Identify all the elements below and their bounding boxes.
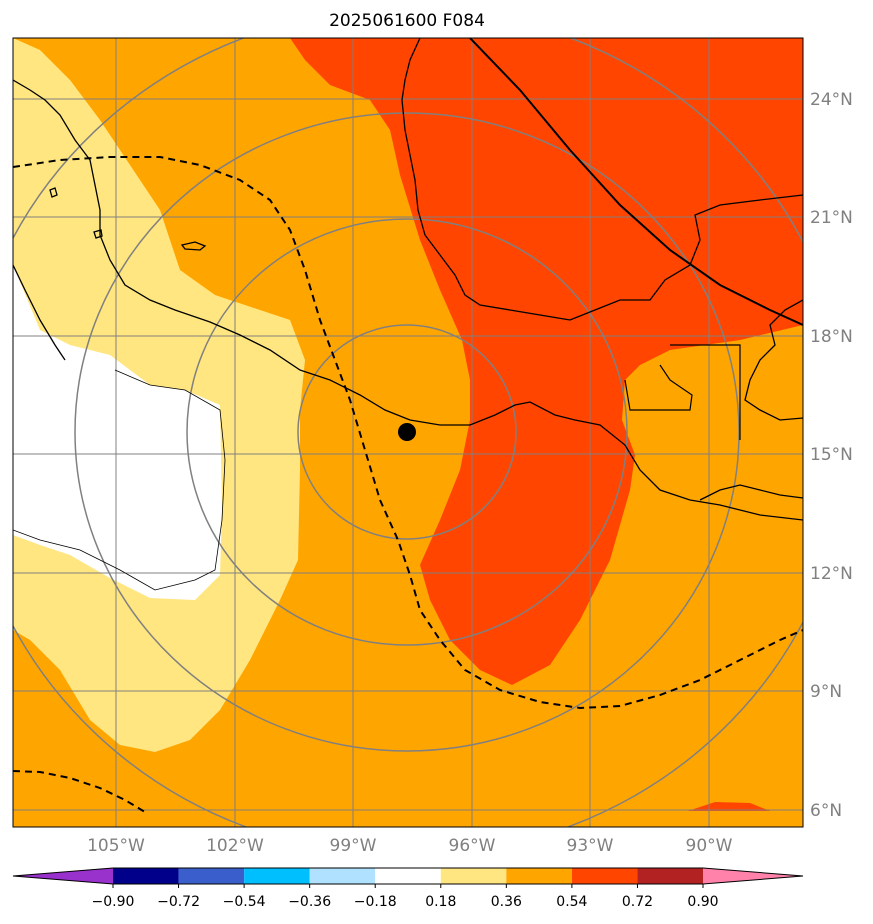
colorbar-segment (440, 868, 507, 884)
border-guatemala (624, 364, 693, 411)
lat-label: 15°N (810, 445, 853, 465)
lat-label: 6°N (810, 801, 842, 821)
white-zone-outline (13, 369, 226, 591)
gulf-coastline (401, 38, 803, 321)
center-marker-dot (398, 423, 416, 441)
lon-label: 96°W (449, 836, 496, 856)
island-west (49, 187, 58, 198)
island-bay (93, 229, 103, 239)
range-ring-2 (186, 218, 628, 646)
colorbar-segment (113, 868, 179, 884)
colorbar-segment (375, 868, 441, 884)
map-area (13, 38, 803, 827)
colorbar-segment (178, 868, 245, 884)
borders (624, 344, 741, 440)
lat-label: 18°N (810, 327, 853, 347)
map-title: 2025061600 F084 (329, 11, 485, 31)
yucatan-coastline (744, 299, 803, 421)
range-ring-3 (74, 112, 740, 752)
colorbar-tick-label: 0.54 (556, 894, 587, 910)
lon-label: 93°W (567, 836, 614, 856)
colorbar-tick-label: 0.18 (425, 894, 456, 910)
dashed-contours (13, 156, 803, 813)
latitude-labels: 24°N 21°N 18°N 15°N 12°N 9°N 6°N (810, 90, 853, 821)
colorbar-tick-label: 0.36 (491, 894, 522, 910)
colorbar-tick-label: −0.90 (92, 894, 135, 910)
lon-label: 90°W (686, 836, 733, 856)
colorbar-tick-label: −0.36 (288, 894, 331, 910)
track-line-solid (469, 38, 803, 326)
graticule (13, 38, 803, 827)
lon-label: 102°W (206, 836, 264, 856)
colorbar-segment (244, 868, 310, 884)
lon-label: 105°W (87, 836, 145, 856)
island-revillagigedo (180, 241, 207, 251)
range-rings (13, 38, 803, 827)
colorbar-segment (571, 868, 638, 884)
longitude-labels: 105°W 102°W 99°W 96°W 93°W 90°W (87, 836, 733, 856)
colorbar-tick-label: 0.72 (622, 894, 653, 910)
lat-label: 24°N (810, 90, 853, 110)
dashed-contour-main (13, 156, 803, 710)
colorbar-tick-label: 0.90 (687, 894, 718, 910)
colorbar-tick-label: −0.72 (157, 894, 200, 910)
colorbar-extend-max (703, 868, 803, 884)
central-america-coastline (699, 484, 803, 501)
colorbar-segment (309, 868, 376, 884)
lon-label: 99°W (330, 836, 377, 856)
baja-coastline (13, 264, 66, 361)
field-red-region (290, 38, 803, 685)
colorbar-tick-label: −0.18 (354, 894, 397, 910)
colorbar-segment (506, 868, 572, 884)
dashed-contour-south (13, 770, 146, 813)
lat-label: 12°N (810, 564, 853, 584)
colorbar-tick-label: −0.54 (223, 894, 266, 910)
lat-label: 9°N (810, 682, 842, 702)
colorbar: −0.90 −0.72 −0.54 −0.36 −0.18 0.18 0.36 0.54 0.7… (12, 867, 804, 910)
map-frame (12, 37, 804, 828)
border-yucatan (670, 344, 741, 440)
lat-label: 21°N (810, 208, 853, 228)
colorbar-extend-min (13, 868, 113, 884)
range-ring-1 (297, 324, 517, 540)
thin-contours (13, 369, 226, 591)
field-white-region (13, 265, 222, 600)
colorbar-segment (637, 868, 703, 884)
